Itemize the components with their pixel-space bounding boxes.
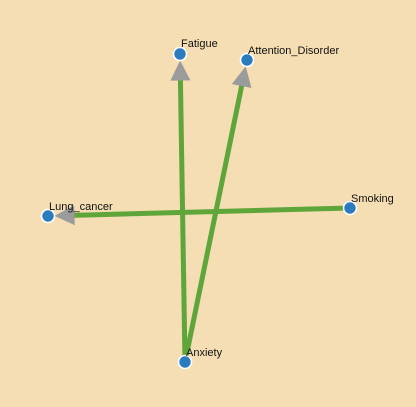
- arrowhead-icon: [54, 205, 75, 226]
- edge-anxiety-fatigue: [170, 60, 191, 363]
- node-circle-smoking[interactable]: [342, 200, 358, 216]
- node-circle-lung[interactable]: [40, 208, 56, 224]
- node-circle-anxiety[interactable]: [177, 354, 193, 370]
- node-anxiety[interactable]: Anxiety: [177, 347, 223, 370]
- node-label-lung: Lung_cancer: [49, 201, 113, 213]
- nodes-layer: Fatigue Attention_Disorder Lung_cancer Smok…: [40, 38, 394, 370]
- node-circle-fatigue[interactable]: [172, 46, 188, 62]
- node-smoking[interactable]: Smoking: [342, 193, 394, 216]
- node-circle-attention[interactable]: [239, 52, 255, 68]
- node-label-attention: Attention_Disorder: [248, 45, 339, 57]
- edges-layer: [54, 60, 351, 363]
- node-fatigue[interactable]: Fatigue: [172, 38, 218, 62]
- edge-line-smoking-lung: [72, 205, 351, 218]
- edge-line-anxiety-attention: [182, 83, 245, 363]
- edge-smoking-lung: [54, 205, 351, 226]
- node-attention[interactable]: Attention_Disorder: [239, 45, 340, 68]
- edge-line-anxiety-fatigue: [177, 78, 188, 363]
- node-label-smoking: Smoking: [351, 193, 394, 205]
- arrowhead-icon: [170, 60, 191, 81]
- node-label-anxiety: Anxiety: [186, 347, 223, 359]
- node-label-fatigue: Fatigue: [181, 38, 218, 50]
- edge-anxiety-attention: [182, 66, 252, 363]
- arrowhead-icon: [231, 66, 252, 88]
- node-lung[interactable]: Lung_cancer: [40, 201, 113, 224]
